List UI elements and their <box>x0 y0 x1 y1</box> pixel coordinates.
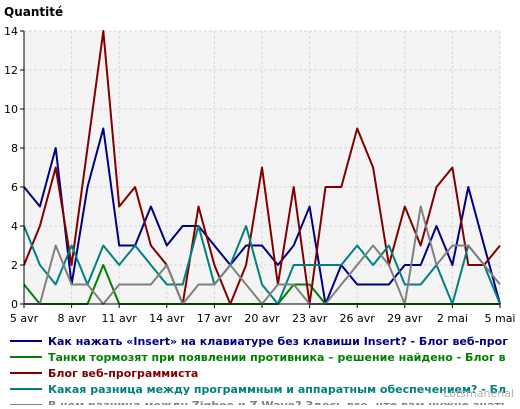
x-tick-label: 5 mai <box>484 312 515 325</box>
legend-label-3: Блог веб-программиста <box>48 367 198 380</box>
y-tick-label: 8 <box>11 142 18 155</box>
x-tick-label: 2 mai <box>437 312 468 325</box>
x-tick-label: 17 avr <box>197 312 233 325</box>
legend-label-5: В чем разница между Zigbee и Z-Wave? Зде… <box>48 399 508 405</box>
x-tick-label: 29 avr <box>387 312 423 325</box>
x-tick-label: 20 avr <box>244 312 280 325</box>
series-line-4 <box>23 225 501 305</box>
x-tick-label: 5 avr <box>10 312 39 325</box>
series-line-1 <box>23 127 501 305</box>
legend: Как нажать «Insert» на клавиатуре без кл… <box>10 335 508 409</box>
legend-label-1: Как нажать «Insert» на клавиатуре без кл… <box>48 335 508 348</box>
legend-label-2: Танки тормозят при появлении противника … <box>48 351 506 364</box>
watermark: Lotsmanenal <box>443 387 514 400</box>
y-tick-label: 14 <box>4 25 18 38</box>
legend-label-4: Какая разница между программным и аппара… <box>48 383 506 396</box>
x-tick-label: 8 avr <box>57 312 86 325</box>
x-tick-label: 14 avr <box>149 312 185 325</box>
y-tick-label: 10 <box>4 103 18 116</box>
series-line-3 <box>23 30 501 305</box>
y-axis-label: Quantité <box>4 5 63 19</box>
y-tick-label: 12 <box>4 64 18 77</box>
plot-area: 0 2 4 6 8 10 12 14 5 avr 8 avr 11 avr 14 avr 17 avr 2… <box>4 25 516 325</box>
y-tick-label: 2 <box>11 259 18 272</box>
x-tick-label: 11 avr <box>102 312 138 325</box>
x-tick-label: 23 avr <box>292 312 328 325</box>
y-tick-label: 0 <box>11 298 18 311</box>
x-tick-label: 26 avr <box>340 312 376 325</box>
y-tick-label: 4 <box>11 220 18 233</box>
y-tick-label: 6 <box>11 181 18 194</box>
